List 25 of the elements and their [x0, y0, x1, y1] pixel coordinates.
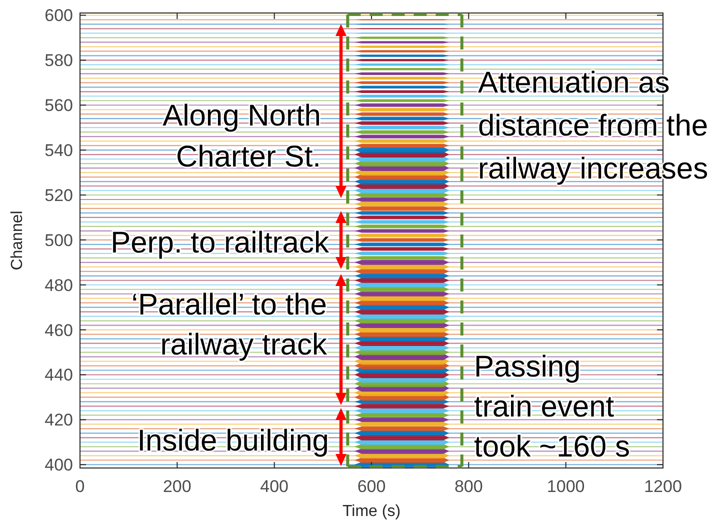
annotation: ‘Parallel’ to the railway track [131, 288, 328, 362]
annotation: Along North Charter St. [162, 99, 321, 174]
x-tick-label: 0 [75, 477, 85, 496]
y-tick-label: 420 [44, 410, 73, 430]
y-tick-label: 580 [44, 51, 73, 70]
x-tick-label: 200 [162, 477, 192, 496]
y-tick-label: 560 [44, 96, 73, 116]
y-tick-label: 540 [44, 141, 73, 160]
y-tick-label: 520 [44, 186, 73, 205]
y-tick-label: 600 [44, 6, 73, 26]
y-tick-label: 480 [44, 276, 73, 295]
y-axis-title: Channel [9, 210, 26, 270]
annotation: Perp. to railtrack [110, 226, 330, 260]
x-tick-label: 1200 [644, 477, 682, 496]
y-tick-label: 500 [44, 230, 73, 250]
x-tick-label: 600 [357, 477, 386, 496]
annotation: Inside building [137, 424, 329, 458]
x-axis-title: Time (s) [342, 503, 401, 520]
y-tick-label: 460 [44, 320, 73, 340]
y-tick-label: 440 [44, 366, 73, 385]
x-tick-label: 400 [260, 477, 289, 496]
annotation: Passing train event took ~160 s [474, 350, 630, 464]
y-tick-label: 400 [44, 456, 73, 475]
x-tick-label: 1000 [546, 477, 585, 496]
x-tick-label: 800 [454, 477, 483, 496]
